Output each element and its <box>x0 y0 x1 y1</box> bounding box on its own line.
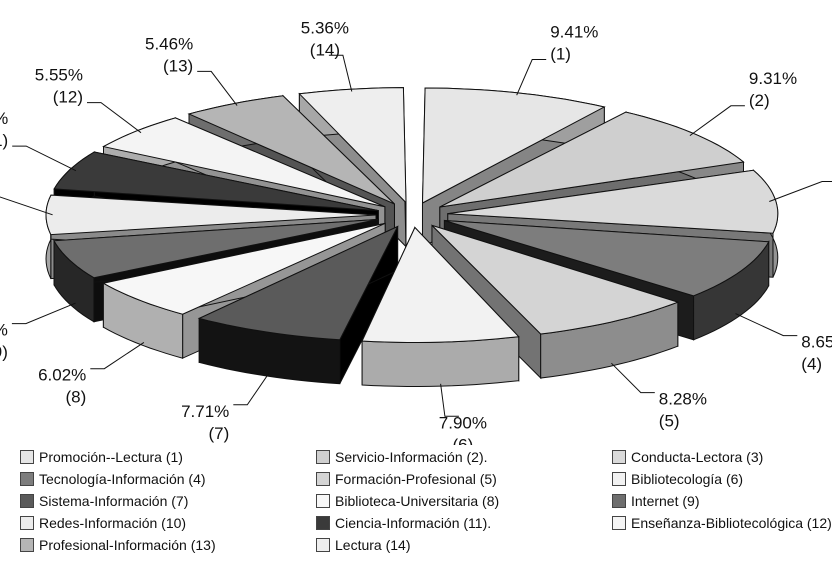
legend-swatch <box>316 516 330 530</box>
slice-rank-label: (11) <box>0 131 8 150</box>
legend-item: Conducta-Lectora (3) <box>612 447 832 467</box>
legend-swatch <box>20 494 34 508</box>
legend-label: Sistema-Información (7) <box>39 493 189 509</box>
slice-top <box>431 224 680 335</box>
slice-percent-label: 5.55% <box>35 66 83 85</box>
legend-item: Redes-Información (10) <box>20 513 316 533</box>
leader-line <box>769 181 832 202</box>
legend-item: Sistema-Información (7) <box>20 491 316 511</box>
slice-percent-label: 5.74% <box>0 321 8 340</box>
legend-swatch <box>612 516 626 530</box>
slice-rank-label: (4) <box>801 355 822 374</box>
chart-legend: Promoción--Lectura (1) Servicio-Informaci… <box>20 447 832 555</box>
legend-label: Internet (9) <box>631 493 700 509</box>
legend-item: Servicio-Información (2). <box>316 447 612 467</box>
legend-item: Profesional-Información (13) <box>20 535 316 555</box>
legend-label: Conducta-Lectora (3) <box>631 449 764 465</box>
legend-swatch <box>612 494 626 508</box>
legend-label: Formación-Profesional (5) <box>335 471 497 487</box>
slice-top <box>187 95 395 205</box>
slice-top <box>361 226 520 343</box>
legend-swatch <box>20 472 34 486</box>
legend-label: Servicio-Información (2). <box>335 449 488 465</box>
legend-label: Ciencia-Información (11). <box>335 515 492 531</box>
slice-top <box>53 218 379 279</box>
slice-side <box>361 336 520 387</box>
slice-percent-label: 5.36% <box>301 18 349 37</box>
slice-top <box>53 151 379 212</box>
leader-line <box>233 373 269 406</box>
slice-rank-label: (1) <box>550 45 571 64</box>
slice-top <box>421 87 606 204</box>
leader-line <box>87 102 142 134</box>
leader-line <box>0 196 53 216</box>
leader-line <box>735 313 798 337</box>
slice-percent-label: 9.41% <box>550 23 598 42</box>
legend-label: Profesional-Información (13) <box>39 537 216 553</box>
slice-top <box>45 194 377 236</box>
leader-line <box>689 105 745 137</box>
legend-item: Lectura (14) <box>316 535 612 555</box>
pie-slice <box>361 226 520 387</box>
slice-percent-label: 7.90% <box>439 413 487 432</box>
legend-swatch <box>612 472 626 486</box>
pie-slice <box>197 225 399 385</box>
slice-percent-label: 8.28% <box>659 390 707 409</box>
slice-percent-label: 6.02% <box>38 366 86 385</box>
slice-rank-label: (7) <box>209 424 230 443</box>
slice-top <box>439 111 745 208</box>
leader-line <box>90 341 145 370</box>
slice-top <box>197 225 399 341</box>
legend-item: Tecnología-Información (4) <box>20 469 316 489</box>
leader-line <box>197 70 238 106</box>
legend-label: Tecnología-Información (4) <box>39 471 206 487</box>
slice-percent-label: 9.31% <box>749 69 797 88</box>
legend-item: Formación-Profesional (5) <box>316 469 612 489</box>
slice-rank-label: (8) <box>66 388 87 407</box>
slice-top <box>101 222 386 315</box>
slice-rank-label: (13) <box>163 56 193 75</box>
slice-top <box>447 169 779 234</box>
legend-swatch <box>316 494 330 508</box>
leader-line <box>440 383 459 417</box>
slice-percent-label: 5.74% <box>0 109 8 128</box>
legend-item: Enseñanza-Bibliotecológica (12) <box>612 513 832 533</box>
legend-swatch <box>20 516 34 530</box>
leader-line <box>12 145 77 172</box>
legend-swatch <box>20 538 34 552</box>
legend-swatch <box>20 450 34 464</box>
legend-swatch <box>316 450 330 464</box>
leader-line <box>516 59 547 96</box>
slice-percent-label: 7.71% <box>181 402 229 421</box>
legend-label: Bibliotecología (6) <box>631 471 744 487</box>
slice-rank-label: (9) <box>0 343 8 362</box>
slice-rank-label: (14) <box>310 40 340 59</box>
slice-rank-label: (6) <box>453 435 474 445</box>
legend-label: Biblioteca-Universitaria (8) <box>335 493 500 509</box>
slice-percent-label: 8.65% <box>801 333 832 352</box>
legend-label: Promoción--Lectura (1) <box>39 449 183 465</box>
slice-top <box>298 87 407 204</box>
legend-swatch <box>612 450 626 464</box>
legend-label: Redes-Información (10) <box>39 515 187 531</box>
legend-swatch <box>316 538 330 552</box>
legend-label: Enseñanza-Bibliotecológica (12) <box>631 515 832 531</box>
leader-line <box>328 54 353 92</box>
pie-chart: 9.41%(1)9.31%(2)9.13%(3)8.65%(4)8.28%(5)… <box>0 18 832 445</box>
leader-line <box>11 302 76 325</box>
legend-swatch <box>316 472 330 486</box>
legend-label: Lectura (14) <box>335 537 411 553</box>
slice-rank-label: (5) <box>659 412 680 431</box>
leader-line <box>611 362 655 394</box>
slice-rank-label: (12) <box>53 88 83 107</box>
legend-item: Ciencia-Información (11). <box>316 513 612 533</box>
slice-rank-label: (2) <box>749 91 770 110</box>
legend-item: Bibliotecología (6) <box>612 469 832 489</box>
slice-top <box>102 117 386 208</box>
legend-item: Biblioteca-Universitaria (8) <box>316 491 612 511</box>
slice-percent-label: 5.46% <box>145 34 193 53</box>
legend-item: Internet (9) <box>612 491 832 511</box>
legend-item: Promoción--Lectura (1) <box>20 447 316 467</box>
slice-top <box>444 220 770 297</box>
